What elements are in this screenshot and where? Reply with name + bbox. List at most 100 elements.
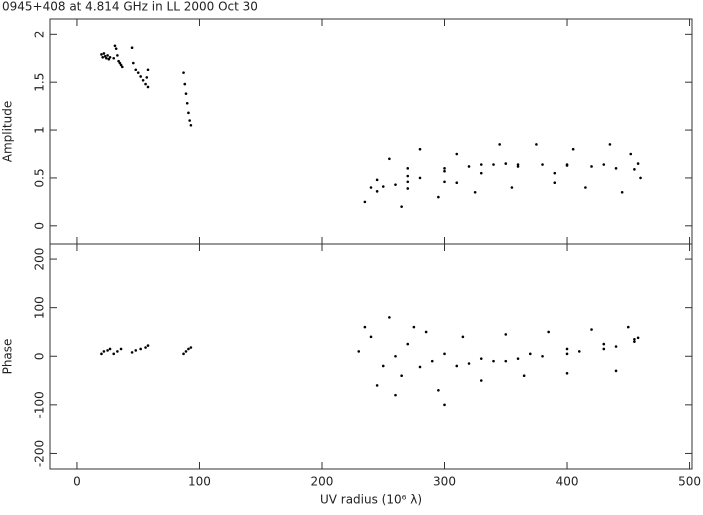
point — [119, 347, 123, 351]
x-tick-label: 400 — [556, 475, 579, 489]
point — [553, 181, 557, 185]
point — [108, 347, 112, 351]
point — [590, 328, 593, 331]
point — [602, 163, 606, 166]
x-tick-label: 200 — [311, 475, 334, 489]
point — [461, 335, 465, 339]
point — [565, 163, 569, 166]
point — [369, 186, 373, 189]
point — [406, 174, 410, 178]
point — [406, 180, 410, 184]
y-tick-label: 0.5 — [33, 168, 47, 187]
point — [187, 347, 190, 351]
y-axis-label: Amplitude — [1, 101, 15, 163]
point — [504, 359, 508, 363]
point — [114, 47, 118, 50]
point — [584, 186, 587, 189]
point — [636, 162, 640, 165]
point — [455, 364, 459, 368]
point — [479, 163, 483, 166]
point — [443, 167, 446, 170]
point — [565, 371, 569, 375]
point — [430, 359, 434, 363]
point — [101, 55, 104, 59]
point — [437, 195, 440, 199]
point — [134, 68, 138, 72]
point — [369, 335, 373, 339]
point — [105, 56, 108, 60]
point — [394, 183, 397, 186]
point — [400, 205, 403, 208]
point — [516, 163, 520, 166]
point — [614, 345, 618, 348]
y-tick-label: 1.5 — [33, 73, 47, 92]
point — [136, 71, 140, 74]
point — [119, 63, 123, 67]
point — [139, 347, 142, 351]
point — [479, 357, 483, 360]
point — [418, 147, 422, 151]
point — [375, 178, 379, 182]
point — [144, 82, 147, 86]
point — [424, 330, 428, 334]
point — [602, 347, 606, 351]
point — [626, 325, 630, 329]
point — [528, 352, 532, 356]
point — [183, 82, 187, 86]
point — [388, 157, 391, 161]
point — [108, 55, 112, 59]
point — [184, 350, 188, 353]
point — [639, 176, 642, 180]
point — [106, 54, 109, 57]
y-tick-label: 2 — [33, 30, 47, 38]
point — [182, 352, 185, 356]
point — [443, 169, 446, 173]
point — [614, 369, 618, 373]
point — [577, 350, 581, 353]
point — [418, 365, 422, 369]
point — [116, 350, 119, 353]
point — [134, 349, 138, 352]
point — [103, 55, 107, 58]
x-tick-label: 0 — [73, 475, 81, 489]
point — [547, 330, 550, 334]
y-tick-label: -200 — [33, 440, 47, 467]
point — [553, 171, 557, 175]
point — [535, 143, 538, 146]
point — [139, 75, 142, 78]
point — [102, 52, 106, 55]
point — [182, 71, 185, 74]
point — [541, 163, 544, 166]
point — [144, 346, 147, 349]
point — [146, 68, 150, 72]
point — [117, 59, 120, 63]
point — [146, 344, 150, 347]
y-tick-label: 200 — [33, 248, 47, 271]
point — [412, 325, 416, 329]
point — [400, 374, 403, 377]
point — [522, 374, 526, 377]
point — [112, 56, 116, 60]
point — [633, 337, 636, 341]
point — [120, 65, 124, 69]
point — [116, 54, 119, 57]
plot-frame — [49, 243, 693, 470]
point — [479, 379, 483, 382]
point — [443, 180, 446, 184]
point — [130, 46, 134, 50]
point — [602, 342, 606, 346]
point — [188, 119, 191, 122]
point — [102, 350, 106, 353]
point — [107, 57, 111, 61]
point — [189, 346, 193, 349]
point — [132, 61, 135, 65]
point — [406, 342, 410, 346]
point — [467, 362, 471, 365]
chart-title: 0945+408 at 4.814 GHz in LL 2000 Oct 30 — [2, 0, 258, 14]
point — [187, 111, 190, 115]
point — [479, 171, 483, 175]
y-tick-label: 100 — [33, 296, 47, 319]
point — [498, 143, 501, 146]
point — [510, 186, 514, 189]
